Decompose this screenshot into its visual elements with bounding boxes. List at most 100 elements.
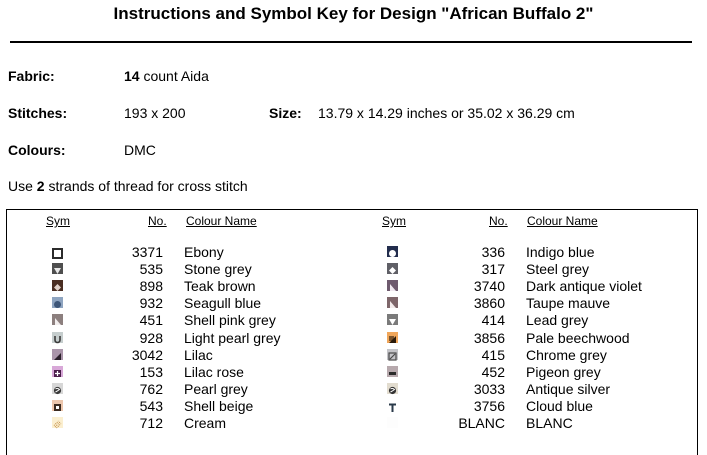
name-header-right: Colour Name: [527, 214, 598, 228]
colour-number: 535: [139, 261, 163, 278]
square-outline-icon: [52, 246, 63, 259]
t-letter-icon: [387, 399, 398, 412]
colour-name: Antique silver: [526, 380, 611, 397]
colour-number: 932: [139, 295, 163, 312]
strands-count: 2: [36, 178, 45, 194]
colour-name: Lead grey: [526, 312, 589, 329]
colour-name: Light pearl grey: [184, 329, 281, 346]
colour-number: BLANC: [458, 415, 505, 431]
colour-name: Cream: [184, 415, 227, 431]
colour-number: 543: [139, 397, 163, 414]
colour-number: 3860: [473, 295, 505, 312]
diamond-icon: [387, 263, 398, 275]
colour-name: BLANC: [526, 415, 573, 431]
triangle-corner-icon: [387, 297, 398, 309]
colour-name: Shell pink grey: [184, 312, 276, 329]
colour-number: 3740: [473, 278, 505, 295]
colour-name: Taupe mauve: [526, 295, 611, 312]
page-title: Instructions and Symbol Key for Design "…: [113, 4, 594, 23]
stitches-value: 193 x 200: [124, 105, 186, 121]
colour-name: Teak brown: [184, 278, 256, 295]
triangle-down-icon: [52, 263, 63, 275]
colour-number: 317: [481, 261, 505, 278]
colour-number: 898: [139, 278, 163, 295]
size-label: Size:: [269, 105, 302, 121]
square-fill-icon: [387, 331, 398, 343]
triangle-down-icon: [387, 314, 398, 326]
table-row: 3033 Antique silver: [7, 381, 697, 398]
u-shape-icon: [52, 331, 63, 343]
table-row: 336 Indigo blue: [7, 244, 697, 261]
colour-name: Dark antique violet: [526, 278, 642, 295]
bar-icon: [387, 365, 398, 377]
circle-icon: [387, 246, 398, 257]
diamond-icon: [52, 280, 63, 292]
plus-square-icon: [52, 365, 63, 377]
triangle-fill-icon: [52, 348, 63, 360]
table-row: 898 Teak brown: [7, 278, 697, 295]
table-row: 452 Pigeon grey: [7, 364, 697, 381]
fabric-label: Fabric:: [8, 68, 55, 84]
colour-number: 153: [139, 363, 163, 380]
dots-icon: [52, 417, 63, 429]
size-value: 13.79 x 14.29 inches or 35.02 x 36.29 cm: [318, 105, 575, 121]
triangle-corner-icon: [52, 314, 63, 326]
table-row: 153 Lilac rose: [7, 364, 697, 381]
table-row: 3756 Cloud blue: [7, 398, 697, 415]
table-row: 451 Shell pink grey: [7, 312, 697, 329]
colour-name: Lilac: [184, 346, 213, 363]
table-row: BLANC BLANC: [7, 415, 697, 432]
name-header-left: Colour Name: [186, 214, 257, 228]
table-row: 3371 Ebony: [7, 244, 697, 261]
colours-label: Colours:: [8, 142, 66, 158]
title-underline: [10, 41, 692, 43]
cross-square-icon: [52, 399, 63, 411]
swirl-icon: [387, 382, 398, 394]
sym-header-right: Sym: [382, 214, 406, 228]
colour-number: 3756: [473, 397, 505, 414]
table-row: 762 Pearl grey: [7, 381, 697, 398]
colour-number: 415: [481, 346, 505, 363]
slash-square-icon: [387, 348, 398, 361]
table-row: 712 Cream: [7, 415, 697, 432]
table-row: 932 Seagull blue: [7, 295, 697, 312]
colour-name: Shell beige: [184, 397, 254, 414]
fabric-type: count Aida: [139, 68, 209, 84]
no-header-right: No.: [489, 214, 508, 228]
colour-name: Seagull blue: [184, 295, 262, 312]
circle-icon: [52, 297, 63, 309]
blank-icon: [387, 417, 398, 428]
colour-number: 336: [481, 244, 505, 260]
table-row: 3860 Taupe mauve: [7, 295, 697, 312]
swirl-icon: [52, 382, 63, 394]
strands-suffix: strands of thread for cross stitch: [44, 178, 248, 194]
stitches-label: Stitches:: [8, 105, 68, 121]
strands-instruction: Use 2 strands of thread for cross stitch: [8, 178, 248, 194]
colour-name: Pigeon grey: [526, 363, 601, 380]
colour-number: 712: [139, 415, 163, 431]
table-row: 415 Chrome grey: [7, 347, 697, 364]
colour-number: 452: [481, 363, 505, 380]
colour-number: 414: [481, 312, 505, 329]
colour-number: 3042: [131, 346, 163, 363]
no-header-left: No.: [148, 214, 167, 228]
table-row: 317 Steel grey: [7, 261, 697, 278]
colour-name: Pale beechwood: [526, 329, 630, 346]
sym-header-left: Sym: [46, 214, 70, 228]
colour-name: Steel grey: [526, 261, 590, 278]
triangle-corner-icon: [387, 280, 398, 292]
colour-number: 928: [139, 329, 163, 346]
colour-number: 762: [139, 380, 163, 397]
table-row: 3856 Pale beechwood: [7, 330, 697, 347]
colour-name: Pearl grey: [184, 380, 248, 397]
fabric-count: 14: [124, 68, 140, 84]
colours-value: DMC: [124, 142, 156, 158]
table-row: 3042 Lilac: [7, 347, 697, 364]
table-row: 543 Shell beige: [7, 398, 697, 415]
fabric-value: 14 count Aida: [124, 68, 209, 84]
symbol-key-table: Sym No. Colour Name Sym No. Colour Name …: [6, 209, 698, 455]
colour-number: 3856: [473, 329, 505, 346]
colour-name: Lilac rose: [184, 363, 244, 380]
colour-name: Cloud blue: [526, 397, 593, 414]
table-row: 414 Lead grey: [7, 312, 697, 329]
